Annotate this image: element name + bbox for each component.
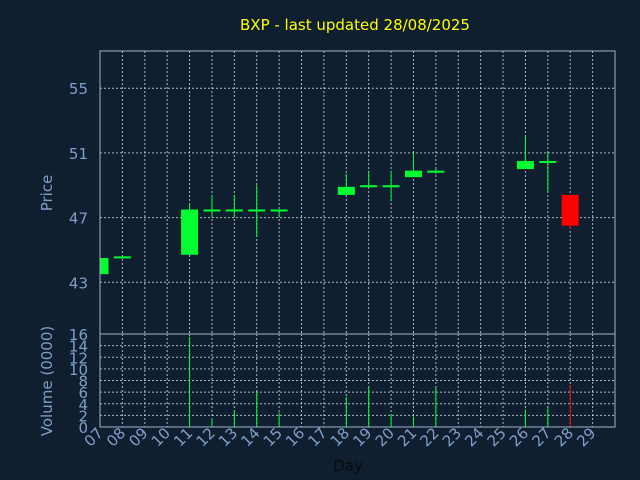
candle-body-20 xyxy=(382,185,400,188)
price-tick-label: 43 xyxy=(69,274,88,292)
volume-frame xyxy=(99,333,616,428)
candle-body-13 xyxy=(225,209,243,212)
volume-tick-label: 16 xyxy=(69,326,88,344)
price-frame xyxy=(99,50,616,335)
candle-body-27 xyxy=(539,160,557,163)
volume-bars xyxy=(189,336,571,427)
x-axis-label: Day xyxy=(333,457,363,475)
price-axis-label: Price xyxy=(38,175,56,212)
candle-body-21 xyxy=(404,170,422,178)
volume-tick-label: 6 xyxy=(78,384,88,402)
candle-body-08 xyxy=(113,256,131,259)
chart-title: BXP - last updated 28/08/2025 xyxy=(240,16,470,34)
volume-tick-label: 8 xyxy=(78,373,88,391)
x-tick-label: 29 xyxy=(573,424,599,450)
price-panel: 43 47 51 55 Price xyxy=(38,50,616,335)
candlesticks xyxy=(99,136,579,275)
price-y-tick-labels: 43 47 51 55 xyxy=(69,80,88,292)
volume-tick-label: 0 xyxy=(78,419,88,437)
candle-body-14 xyxy=(248,209,266,212)
candle-body-11 xyxy=(181,209,199,255)
price-tick-label: 51 xyxy=(69,145,88,163)
price-tick-label: 47 xyxy=(69,210,88,228)
x-tick-labels: 0708091011121314151617181920212223242526… xyxy=(81,424,600,450)
candle-body-26 xyxy=(516,160,534,170)
volume-tick-label: 10 xyxy=(69,361,88,379)
candle-body-15 xyxy=(270,209,288,212)
volume-tick-label: 14 xyxy=(69,338,88,356)
price-gridlines xyxy=(100,51,615,334)
candle-body-07 xyxy=(100,257,109,275)
volume-tick-label: 4 xyxy=(78,396,88,414)
volume-axis-label: Volume (0000) xyxy=(38,326,56,436)
volume-gridlines xyxy=(100,334,615,427)
candle-body-18 xyxy=(337,186,355,195)
price-tick-label: 55 xyxy=(69,80,88,98)
candle-body-19 xyxy=(360,185,378,188)
candle-body-12 xyxy=(203,209,221,212)
volume-tick-label: 2 xyxy=(78,407,88,425)
candle-body-28 xyxy=(561,194,579,226)
volume-tick-label: 12 xyxy=(69,349,88,367)
candle-body-22 xyxy=(427,170,445,173)
